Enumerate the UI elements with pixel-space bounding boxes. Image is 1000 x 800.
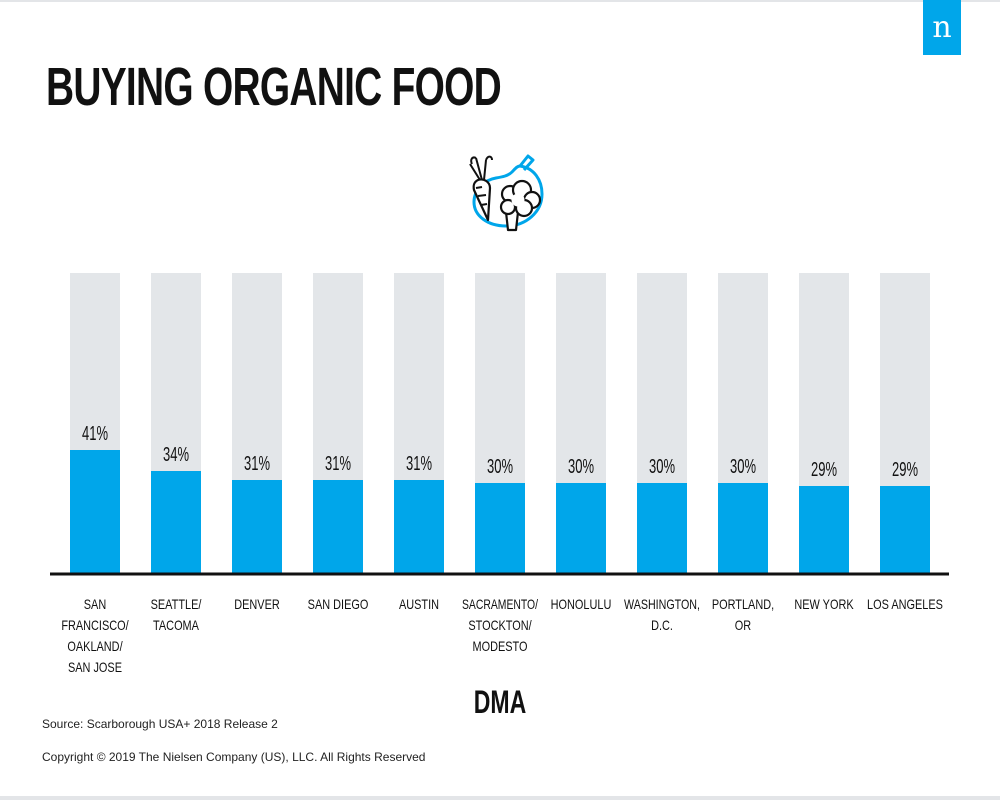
data-label: 30% [649,456,675,478]
x-tick-label: LOS ANGELES [867,596,943,612]
bar [151,471,201,573]
x-axis-title: DMA [473,684,527,720]
bar [475,483,525,573]
copyright-note: Copyright © 2019 The Nielsen Company (US… [42,750,426,764]
data-label: 31% [244,453,270,475]
logo-letter: n [932,10,952,45]
data-label: 30% [568,456,594,478]
x-tick-label: SAN DIEGO [308,596,369,612]
data-label: 31% [406,453,432,475]
x-tick-label: SACRAMENTO/ [462,596,538,612]
x-tick-label: STOCKTON/ [468,617,531,633]
bar [799,486,849,573]
bar [70,450,120,573]
bar [394,480,444,573]
top-border [0,0,1000,2]
x-tick-label: HONOLULU [551,596,612,612]
x-tick-label: NEW YORK [794,596,854,612]
bar [232,480,282,573]
x-tick-label: PORTLAND, [712,596,774,612]
x-tick-label: D.C. [651,617,673,633]
produce-icon [469,154,544,232]
nielsen-logo: n [923,0,961,55]
data-label: 30% [487,456,513,478]
x-tick-label: TACOMA [153,617,199,633]
data-label: 41% [82,423,108,445]
bottom-border [0,796,1000,800]
x-tick-label: SAN [84,596,106,612]
bar-chart: 41% SAN FRANCISCO/OAKLAND/SAN JOSE 34% SEATT… [50,273,949,675]
source-note: Source: Scarborough USA+ 2018 Release 2 [42,717,278,731]
x-tick-label: DENVER [234,596,280,612]
bar [556,483,606,573]
bar [313,480,363,573]
x-tick-label: WASHINGTON, [624,596,700,612]
x-tick-label: OAKLAND/ [67,638,122,654]
x-tick-label: MODESTO [472,638,527,654]
x-tick-label: FRANCISCO/ [61,617,128,633]
data-label: 30% [730,456,756,478]
bar [880,486,930,573]
bar [637,483,687,573]
bar [718,483,768,573]
data-label: 29% [811,459,837,481]
x-tick-label: OR [735,617,751,633]
data-label: 29% [892,459,918,481]
data-label: 34% [163,444,189,466]
x-tick-label: SEATTLE/ [151,596,202,612]
x-tick-label: SAN JOSE [68,659,122,675]
chart-title: BUYING ORGANIC FOOD [46,57,502,117]
x-tick-label: AUSTIN [399,596,439,612]
data-label: 31% [325,453,351,475]
